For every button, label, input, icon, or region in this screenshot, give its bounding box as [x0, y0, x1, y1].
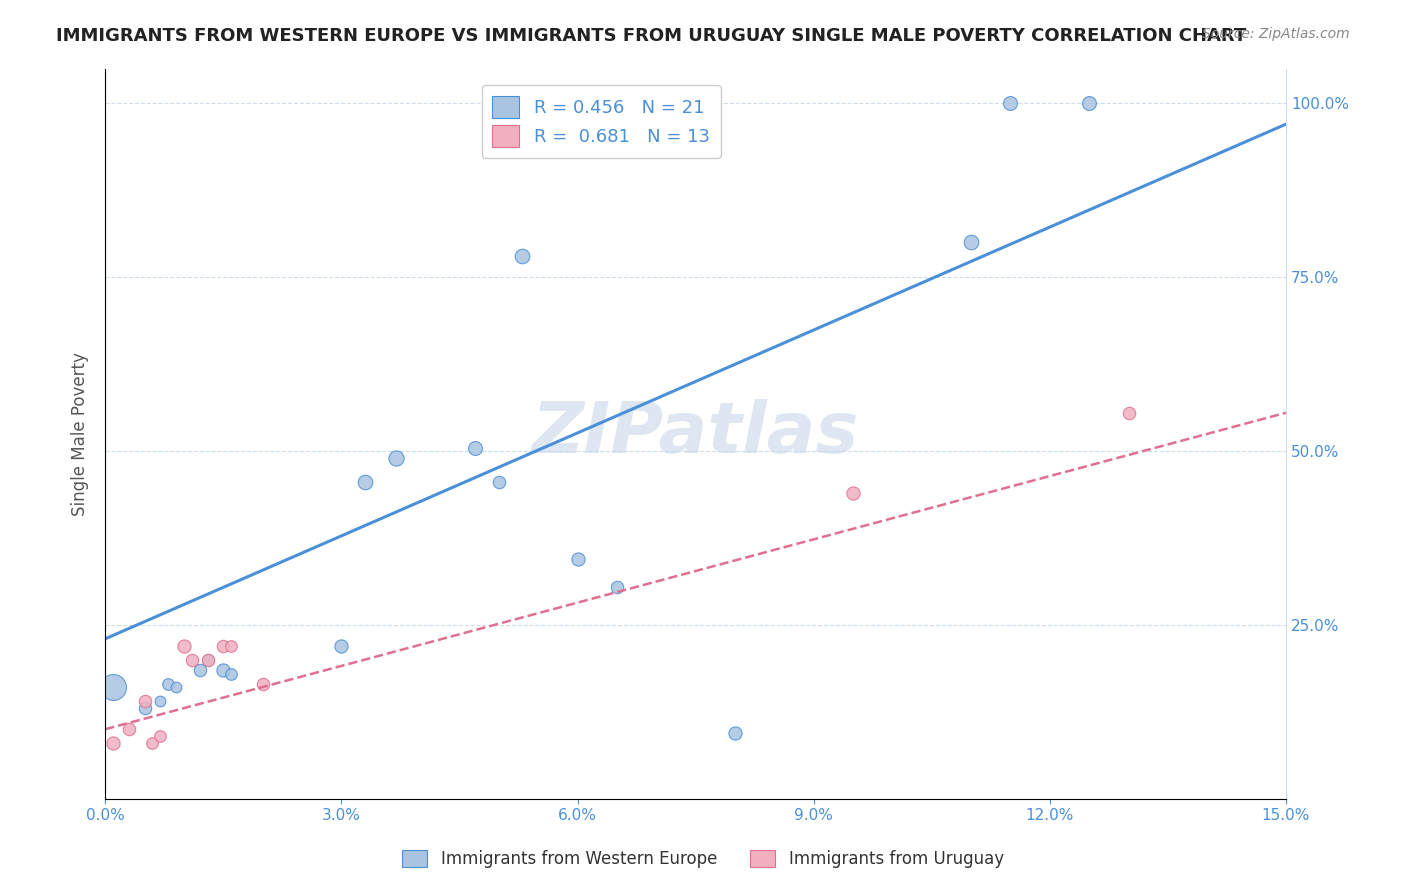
Text: ZIPatlas: ZIPatlas	[531, 399, 859, 468]
Text: Source: ZipAtlas.com: Source: ZipAtlas.com	[1202, 27, 1350, 41]
Point	[180, 653, 202, 667]
Point	[101, 681, 124, 695]
Point	[1118, 406, 1140, 420]
Point	[488, 475, 510, 490]
Point	[464, 441, 486, 455]
Point	[149, 729, 172, 743]
Point	[101, 736, 124, 750]
Point	[1000, 96, 1022, 111]
Point	[134, 694, 156, 708]
Point	[385, 450, 408, 465]
Point	[1078, 96, 1101, 111]
Point	[197, 653, 219, 667]
Point	[252, 677, 274, 691]
Point	[330, 639, 353, 653]
Point	[724, 725, 747, 739]
Point	[212, 639, 235, 653]
Point	[134, 701, 156, 715]
Point	[197, 653, 219, 667]
Point	[960, 235, 983, 250]
Point	[149, 694, 172, 708]
Legend: R = 0.456   N = 21, R =  0.681   N = 13: R = 0.456 N = 21, R = 0.681 N = 13	[481, 85, 721, 158]
Point	[219, 639, 242, 653]
Point	[212, 663, 235, 677]
Point	[118, 723, 141, 737]
Point	[606, 580, 628, 594]
Point	[219, 666, 242, 681]
Legend: Immigrants from Western Europe, Immigrants from Uruguay: Immigrants from Western Europe, Immigran…	[395, 843, 1011, 875]
Point	[354, 475, 377, 490]
Point	[165, 681, 187, 695]
Point	[141, 736, 163, 750]
Point	[157, 677, 180, 691]
Point	[173, 639, 195, 653]
Point	[188, 663, 211, 677]
Point	[567, 551, 589, 566]
Y-axis label: Single Male Poverty: Single Male Poverty	[72, 351, 89, 516]
Point	[842, 485, 865, 500]
Point	[512, 249, 534, 263]
Text: IMMIGRANTS FROM WESTERN EUROPE VS IMMIGRANTS FROM URUGUAY SINGLE MALE POVERTY CO: IMMIGRANTS FROM WESTERN EUROPE VS IMMIGR…	[56, 27, 1247, 45]
